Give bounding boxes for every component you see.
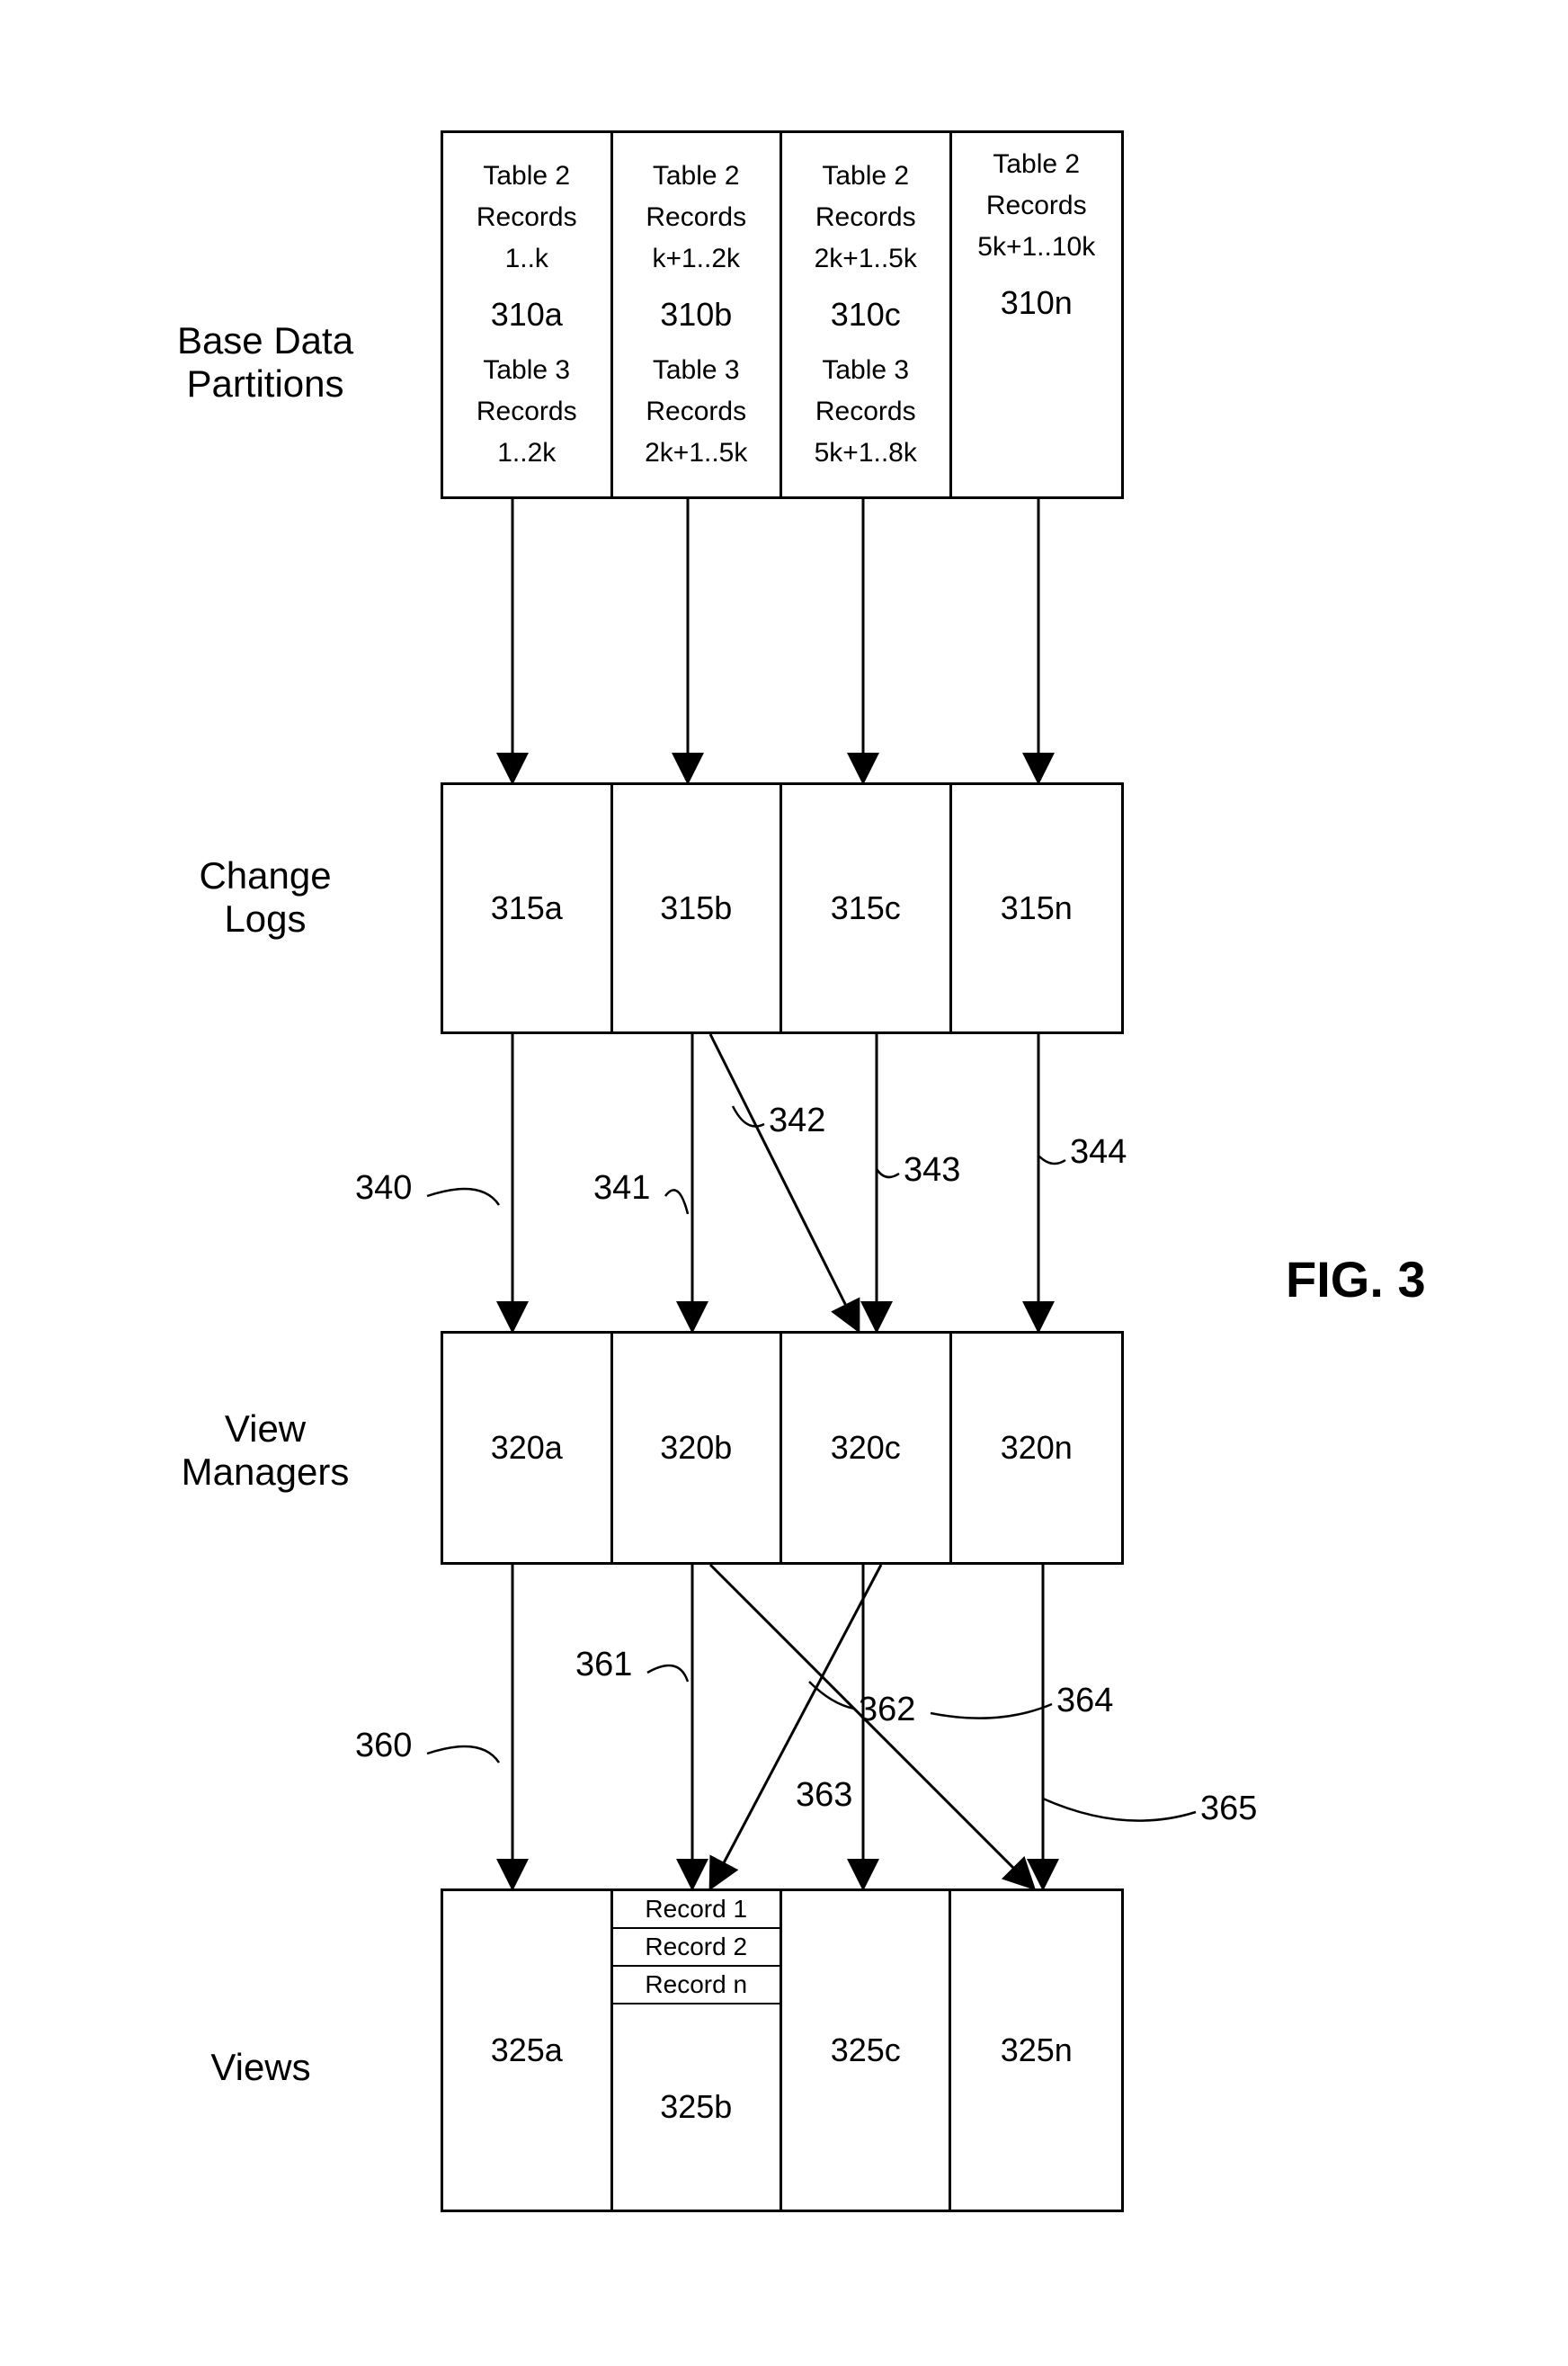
views-cell-325n: 325n	[951, 1891, 1121, 2210]
conn-label-360: 360	[355, 1727, 412, 1765]
changelog-cell-315n: 315n	[952, 785, 1121, 1031]
row-label-viewmanagers: ViewManagers	[139, 1407, 391, 1494]
vm-cell-320a: 320a	[443, 1334, 613, 1562]
conn-label-342: 342	[769, 1102, 825, 1140]
base-cell-310b: Table 2 Records k+1..2k 310b Table 3 Rec…	[613, 133, 783, 496]
base-partitions-group: Table 2 Records 1..k 310a Table 3 Record…	[441, 130, 1124, 499]
base-cell-310n: Table 2 Records 5k+1..10k 310n	[952, 133, 1121, 496]
vm-cell-320n: 320n	[952, 1334, 1121, 1562]
views-cell-325a: 325a	[443, 1891, 613, 2210]
row-label-base: Base DataPartitions	[117, 319, 414, 406]
views-cell-325b: Record 1 Record 2 Record n 325b	[613, 1891, 782, 2210]
changelog-cell-315b: 315b	[613, 785, 783, 1031]
figure-label: FIG. 3	[1286, 1250, 1426, 1308]
conn-label-340: 340	[355, 1169, 412, 1208]
changelog-cell-315c: 315c	[782, 785, 952, 1031]
conn-label-344: 344	[1070, 1133, 1127, 1172]
diagram-canvas: Base DataPartitions ChangeLogs ViewManag…	[0, 0, 1568, 2366]
conn-label-362: 362	[859, 1691, 915, 1729]
conn-label-364: 364	[1056, 1682, 1113, 1720]
changelogs-group: 315a 315b 315c 315n	[441, 782, 1124, 1034]
changelog-cell-315a: 315a	[443, 785, 613, 1031]
views-group: 325a Record 1 Record 2 Record n 325b 325…	[441, 1888, 1124, 2212]
base-cell-310c: Table 2 Records 2k+1..5k 310c Table 3 Re…	[782, 133, 952, 496]
views-cell-325c: 325c	[782, 1891, 952, 2210]
views-record-1: Record 1	[613, 1891, 780, 1929]
base-cell-310a: Table 2 Records 1..k 310a Table 3 Record…	[443, 133, 613, 496]
conn-label-341: 341	[593, 1169, 650, 1208]
conn-label-361: 361	[575, 1646, 632, 1684]
conn-label-365: 365	[1200, 1790, 1257, 1828]
vm-cell-320c: 320c	[782, 1334, 952, 1562]
conn-label-363: 363	[796, 1776, 852, 1815]
vm-cell-320b: 320b	[613, 1334, 783, 1562]
views-record-2: Record 2	[613, 1929, 780, 1967]
row-label-views: Views	[171, 2046, 351, 2089]
views-record-n: Record n	[613, 1967, 780, 2004]
viewmanagers-group: 320a 320b 320c 320n	[441, 1331, 1124, 1565]
conn-label-343: 343	[904, 1151, 960, 1190]
row-label-changelogs: ChangeLogs	[157, 854, 373, 941]
